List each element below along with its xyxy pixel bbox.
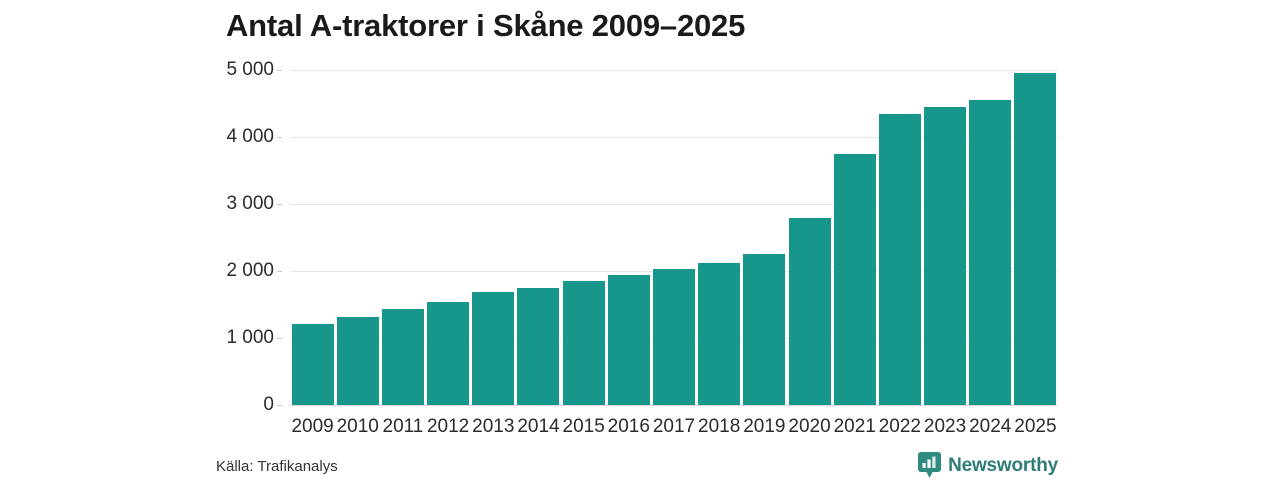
x-axis-tick-label: 2012 — [426, 416, 470, 437]
x-axis-tick-label: 2022 — [878, 416, 922, 437]
newsworthy-logo-icon — [918, 452, 942, 478]
bar-2018[interactable] — [698, 262, 741, 405]
bar-2025[interactable] — [1014, 72, 1057, 405]
y-axis-tick-label: 4 000 — [226, 126, 274, 147]
y-axis-tick-label: 5 000 — [226, 59, 274, 80]
x-axis-tick-label: 2017 — [652, 416, 696, 437]
x-axis-tick-label: 2014 — [517, 416, 560, 437]
x-axis-tick-label: 2009 — [291, 416, 334, 437]
bar-2024[interactable] — [969, 100, 1012, 405]
y-axis-tick — [277, 405, 282, 406]
x-axis-tick-label: 2019 — [743, 416, 786, 437]
y-axis-tick — [277, 338, 282, 339]
bar-2010[interactable] — [336, 317, 379, 405]
bar-2020[interactable] — [788, 218, 831, 405]
bar-2022[interactable] — [878, 113, 921, 405]
x-axis-tick-label: 2024 — [969, 416, 1012, 437]
page-title: Antal A-traktorer i Skåne 2009–2025 — [226, 8, 746, 43]
y-axis-tick — [277, 137, 282, 138]
gridline — [290, 137, 1058, 138]
y-axis-tick — [277, 271, 282, 272]
y-axis-tick-label: 1 000 — [226, 327, 274, 348]
bar-2017[interactable] — [653, 269, 695, 405]
x-axis-tick-label: 2020 — [788, 416, 831, 437]
y-axis-tick-label: 2 000 — [226, 260, 274, 281]
x-axis-tick-label: 2013 — [472, 416, 515, 437]
bar-2011[interactable] — [381, 309, 424, 405]
bar-2021[interactable] — [833, 154, 876, 405]
x-axis-tick-label: 2011 — [382, 416, 424, 437]
plot-area — [290, 70, 1058, 406]
bar-2019[interactable] — [743, 253, 786, 405]
bar-2009[interactable] — [291, 323, 334, 405]
x-axis-tick-label: 2010 — [336, 416, 379, 437]
y-axis-tick — [277, 70, 282, 71]
bar-2016[interactable] — [607, 275, 650, 405]
x-axis-tick-label: 2015 — [562, 416, 605, 437]
source-note: Källa: Trafikanalys — [216, 458, 338, 475]
gridline — [290, 405, 1058, 406]
x-axis-tick-label: 2023 — [923, 416, 967, 437]
bar-2013[interactable] — [472, 291, 515, 405]
y-axis-tick — [277, 204, 282, 205]
gridline — [290, 70, 1058, 71]
bar-2023[interactable] — [924, 106, 967, 405]
bar-2015[interactable] — [562, 281, 605, 405]
brand-logo: Newsworthy — [918, 452, 1058, 479]
x-axis-tick-label: 2018 — [698, 416, 741, 437]
y-axis-tick-label: 0 — [263, 394, 274, 415]
x-axis-tick-label: 2025 — [1014, 416, 1057, 437]
x-axis-tick-label: 2021 — [833, 416, 876, 437]
brand-name-label: Newsworthy — [948, 454, 1058, 476]
y-axis-tick-label: 3 000 — [226, 193, 274, 214]
y-axis: 0 1 000 2 000 3 000 4 000 5 000 — [210, 59, 282, 415]
bar-2012[interactable] — [427, 301, 470, 405]
gridline — [290, 204, 1058, 205]
bar-series — [290, 70, 1058, 405]
x-axis-tick-label: 2016 — [607, 416, 650, 437]
bar-2014[interactable] — [517, 287, 560, 405]
x-axis: 2009 2010 2011 2012 2013 2014 2015 2016 2017 2018… — [290, 416, 1058, 442]
